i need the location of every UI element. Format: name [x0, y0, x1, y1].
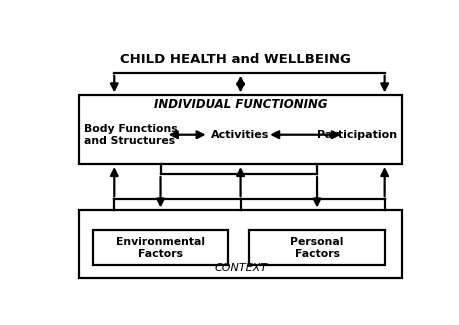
Text: INDIVIDUAL FUNCTIONING: INDIVIDUAL FUNCTIONING [154, 98, 327, 111]
Bar [93, 230, 228, 266]
Text: CONTEXT: CONTEXT [214, 263, 267, 273]
Text: Body Functions
and Structures: Body Functions and Structures [84, 124, 178, 146]
Bar [250, 230, 385, 266]
Text: CHILD HEALTH and WELLBEING: CHILD HEALTH and WELLBEING [120, 53, 351, 66]
Bar [79, 210, 403, 278]
Bar [79, 95, 403, 164]
Text: Participation: Participation [317, 130, 397, 140]
Text: Personal
Factors: Personal Factors [291, 237, 344, 259]
Text: Environmental
Factors: Environmental Factors [116, 237, 205, 259]
Text: Activities: Activities [212, 130, 270, 140]
